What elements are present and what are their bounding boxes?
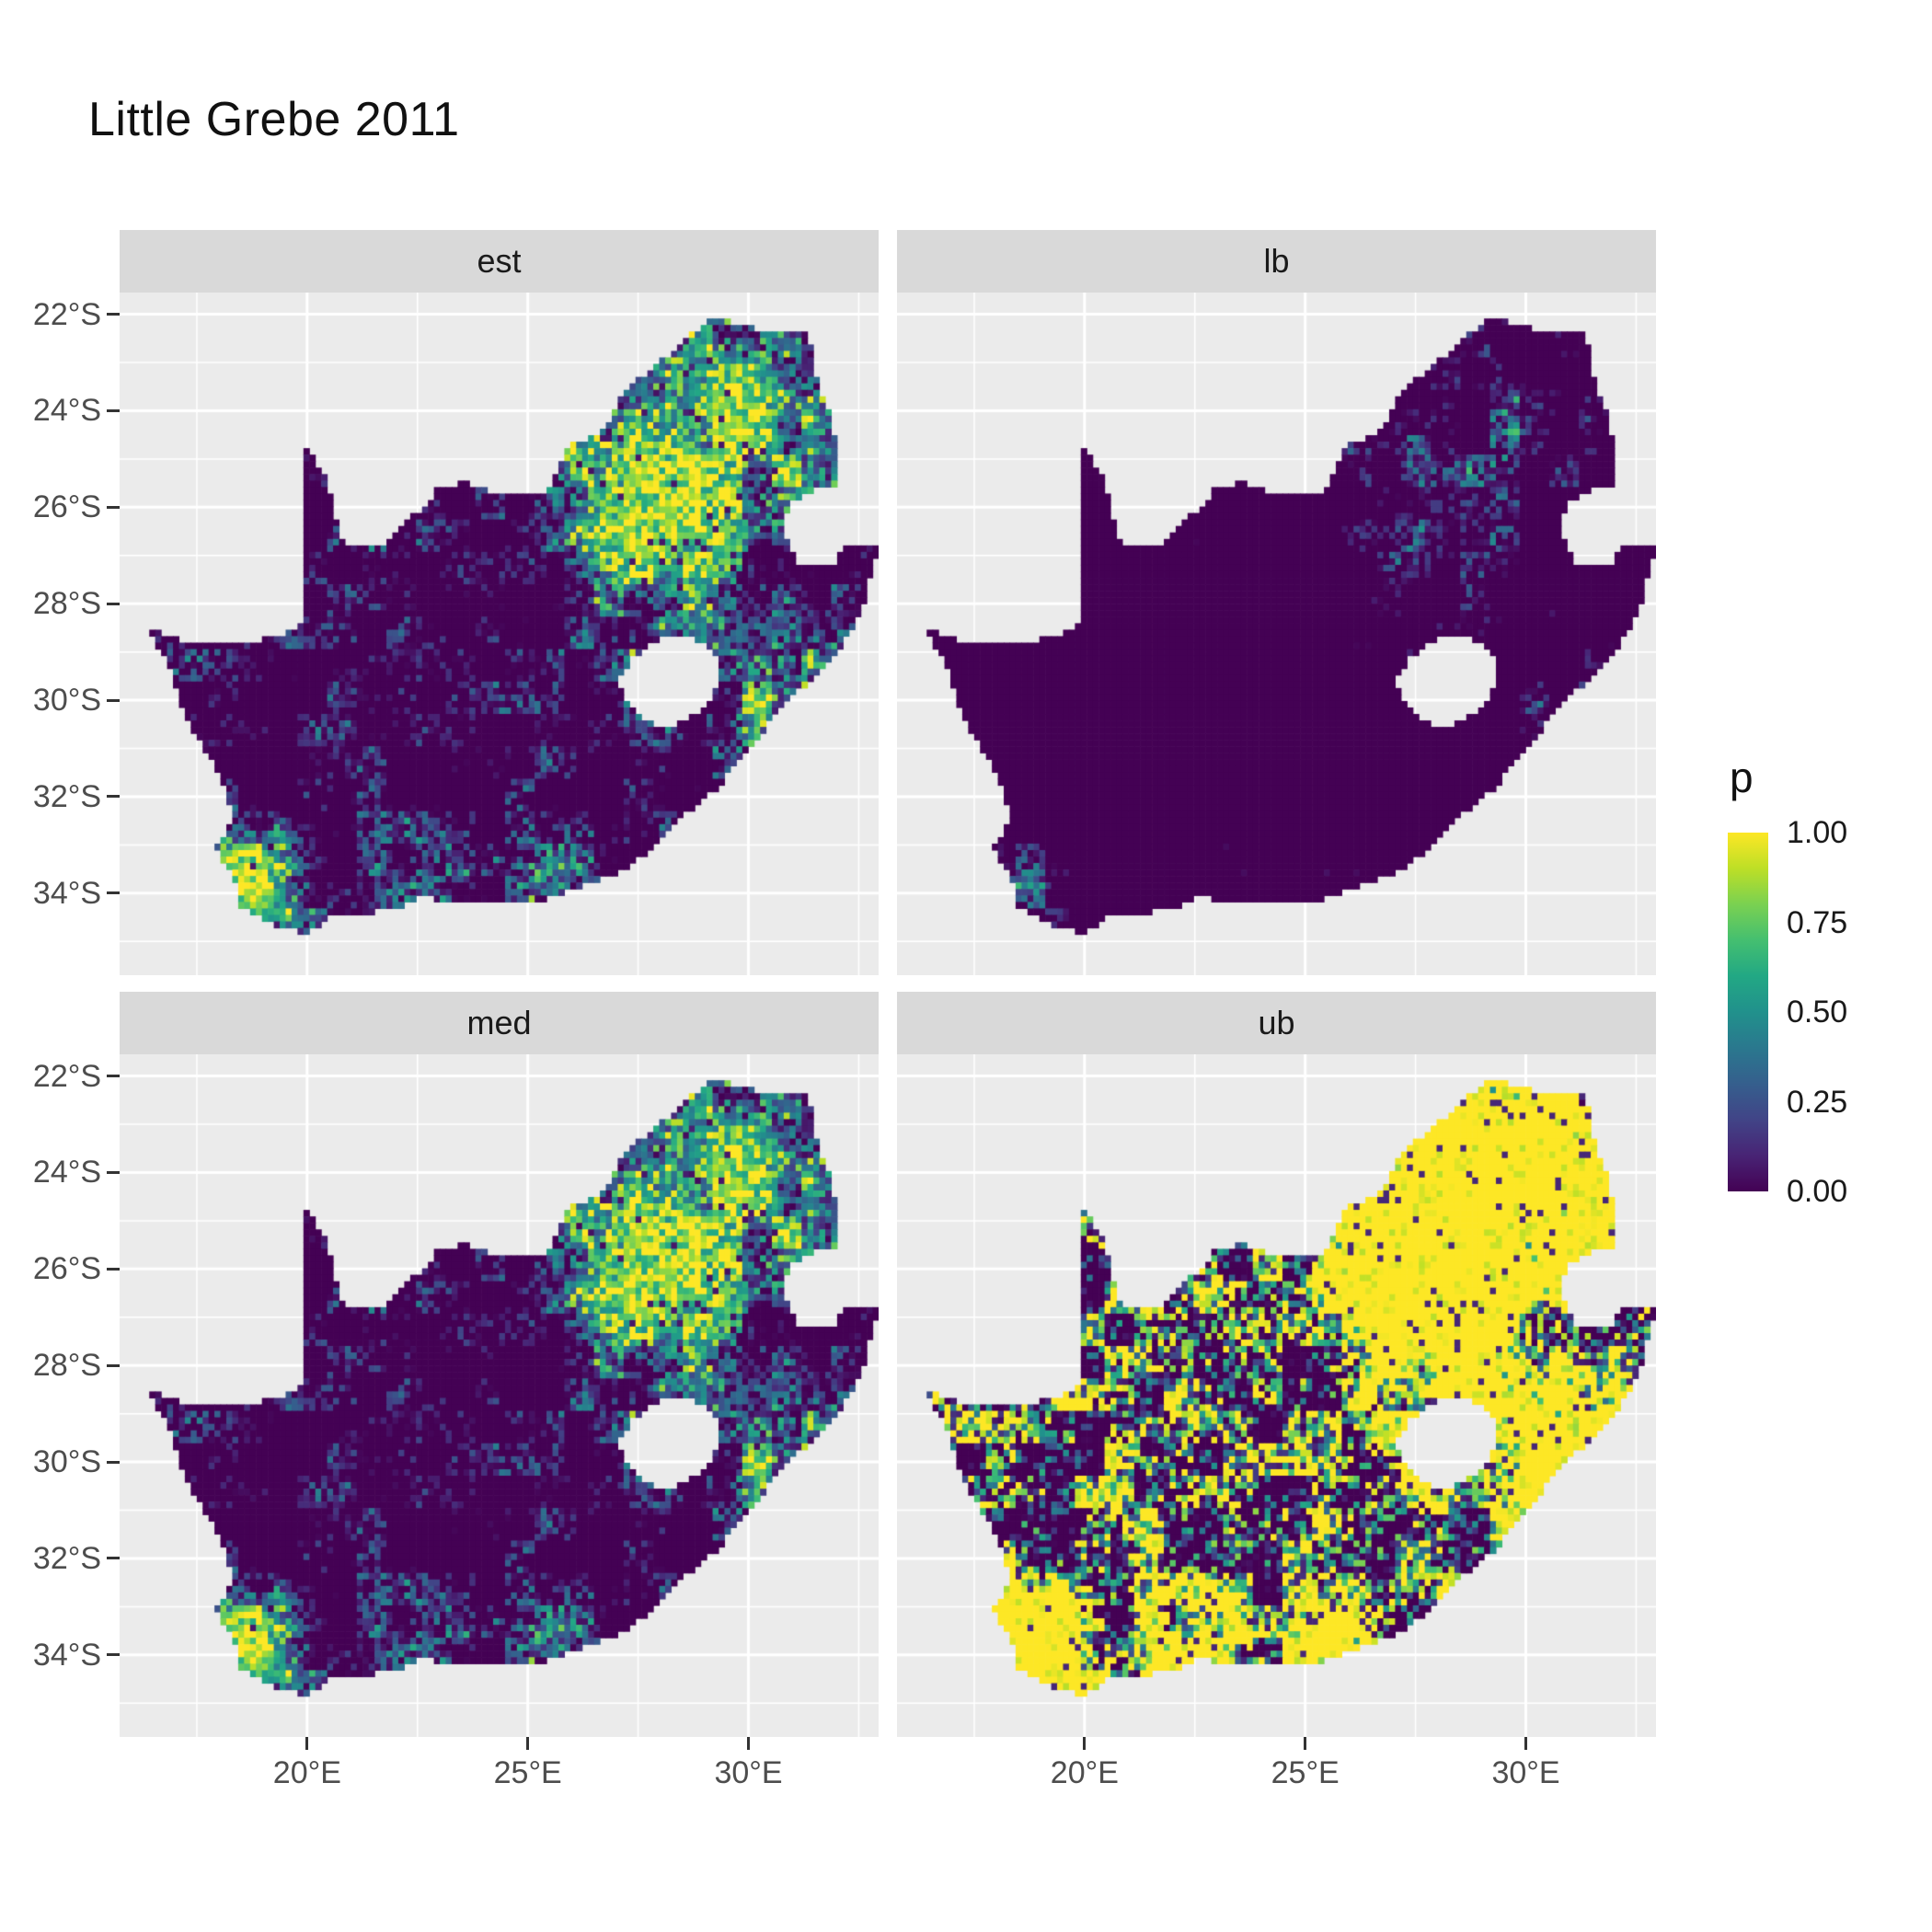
x-axis-tick: [1524, 1737, 1527, 1750]
y-axis-tick: [107, 1460, 120, 1464]
y-axis-label: 22°S: [32, 1058, 101, 1094]
y-axis-tick: [107, 313, 120, 316]
y-axis-tick: [107, 1170, 120, 1174]
legend-tick-label: 0.75: [1787, 904, 1848, 940]
x-axis-tick: [1304, 1737, 1307, 1750]
y-axis-tick: [107, 891, 120, 895]
y-axis-label: 34°S: [32, 1637, 101, 1673]
facet-strip: ub: [897, 992, 1656, 1054]
facet-panel-est: est: [120, 230, 879, 975]
facet-panel-lb: lb: [897, 230, 1656, 975]
x-axis-tick: [526, 1737, 530, 1750]
y-axis-label: 28°S: [32, 1348, 101, 1384]
x-axis-label: 25°E: [1271, 1755, 1340, 1790]
y-axis-label: 22°S: [32, 296, 101, 332]
map-canvas-med: [120, 1054, 879, 1737]
x-axis-tick: [747, 1737, 750, 1750]
y-axis-tick: [107, 408, 120, 412]
facet-panel-ub: ub: [897, 992, 1656, 1737]
x-axis-tick: [305, 1737, 309, 1750]
y-axis-tick: [107, 1363, 120, 1367]
y-axis-label: 24°S: [32, 393, 101, 429]
legend-tick-label: 0.00: [1787, 1174, 1848, 1209]
y-axis-label: 30°S: [32, 683, 101, 719]
legend-tick-label: 0.25: [1787, 1084, 1848, 1120]
x-axis-label: 30°E: [714, 1755, 783, 1790]
y-axis-label: 32°S: [32, 1540, 101, 1576]
y-axis-label: 32°S: [32, 778, 101, 814]
legend-colorbar: [1728, 833, 1768, 1191]
facet-strip-label: lb: [1263, 242, 1290, 280]
legend-tick-label: 0.50: [1787, 995, 1848, 1029]
map-canvas-ub: [897, 1054, 1656, 1737]
y-axis-label: 24°S: [32, 1155, 101, 1190]
legend-title: p: [1730, 753, 1754, 801]
y-axis-tick: [107, 1075, 120, 1078]
y-axis-label: 34°S: [32, 875, 101, 911]
facet-strip-label: med: [466, 1004, 532, 1041]
y-axis-label: 26°S: [32, 489, 101, 525]
facet-strip: med: [120, 992, 879, 1054]
map-canvas-lb: [897, 293, 1656, 975]
y-axis-tick: [107, 1653, 120, 1657]
x-axis-label: 20°E: [1050, 1755, 1119, 1790]
y-axis-tick: [107, 602, 120, 605]
legend-tick-label: 1.00: [1787, 815, 1848, 850]
y-axis-tick: [107, 795, 120, 799]
x-axis-label: 25°E: [493, 1755, 562, 1790]
facet-strip-label: est: [477, 242, 522, 280]
y-axis-tick: [107, 1267, 120, 1271]
map-canvas-est: [120, 293, 879, 975]
y-axis-label: 26°S: [32, 1251, 101, 1287]
facet-strip-label: ub: [1258, 1004, 1295, 1041]
y-axis-label: 30°S: [32, 1444, 101, 1480]
y-axis-tick: [107, 505, 120, 509]
x-axis-tick: [1083, 1737, 1087, 1750]
y-axis-label: 28°S: [32, 586, 101, 622]
facet-panel-med: med: [120, 992, 879, 1737]
facet-strip: lb: [897, 230, 1656, 293]
x-axis-label: 20°E: [272, 1755, 341, 1790]
y-axis-tick: [107, 698, 120, 702]
plot-title: Little Grebe 2011: [88, 93, 460, 146]
y-axis-tick: [107, 1557, 120, 1560]
facet-strip: est: [120, 230, 879, 293]
x-axis-label: 30°E: [1491, 1755, 1560, 1790]
